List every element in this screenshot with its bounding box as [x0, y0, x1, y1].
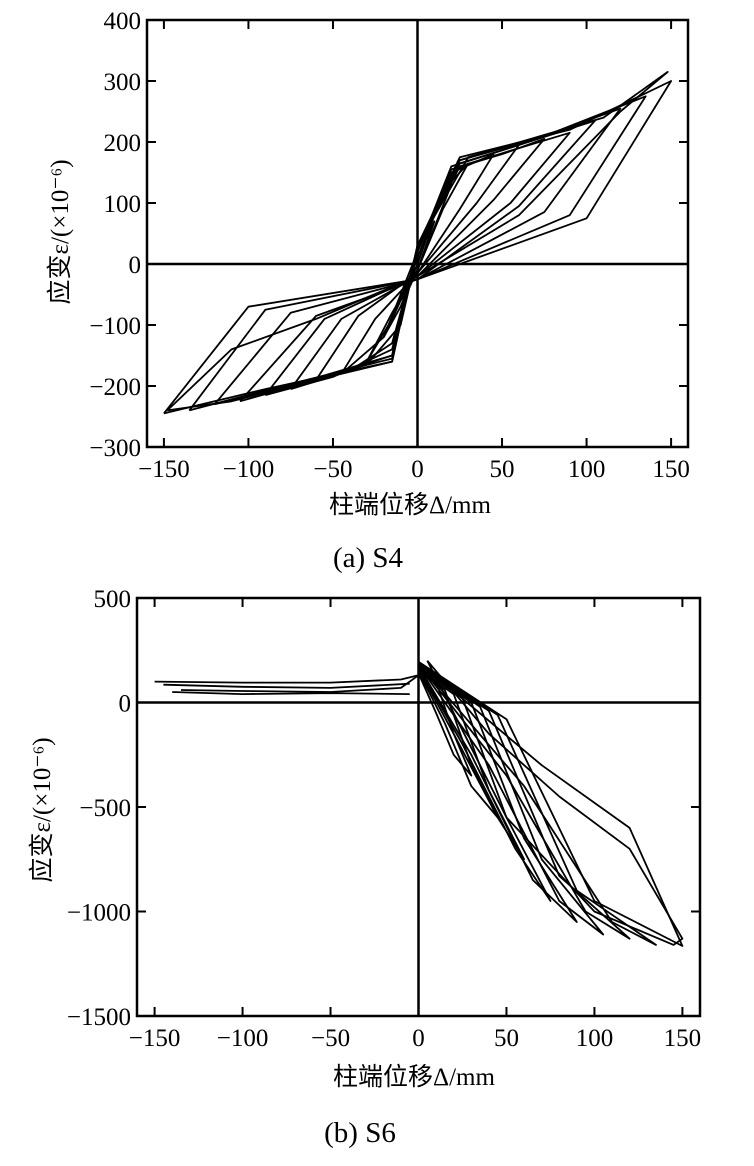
- x-tick-label: −50: [313, 456, 352, 483]
- x-tick-label: 150: [664, 1025, 702, 1052]
- y-ticks-group: −1500 −1000 −500 0 500: [67, 586, 700, 1031]
- y-tick-label: −1500: [67, 1004, 131, 1031]
- y-tick-label: −300: [89, 435, 141, 462]
- series-line-pos-loop-10: [426, 660, 684, 946]
- y-tick-label: 400: [104, 8, 142, 35]
- y-tick-label: 200: [104, 130, 142, 157]
- series-line-neg-band-4: [172, 691, 410, 695]
- x-ticks-group: −150 −100 −50 0 50 100 150: [138, 20, 690, 483]
- y-tick-label: 500: [94, 586, 132, 613]
- x-axis-title: 柱端位移Δ/mm: [333, 1063, 495, 1091]
- y-tick-label: −100: [89, 313, 141, 340]
- y-tick-label: −200: [89, 374, 141, 401]
- y-ticks-group: −300 −200 −100 0 100 200 300 400: [89, 8, 688, 462]
- series-line-pos-loop-3: [417, 668, 525, 861]
- series-line-pos-loop-8: [417, 662, 657, 946]
- x-tick-label: 0: [411, 456, 424, 483]
- chart-panel-b: −150 −100 −50 0 50 100 150 −1500−1000−5000500 …: [28, 586, 702, 1149]
- x-tick-label: 100: [576, 1025, 614, 1052]
- x-ticks-group: −150 −100 −50 0 50 100 150: [129, 598, 701, 1052]
- series-line-pos-loop-6: [417, 664, 605, 936]
- chart-panel-a: −150 −100 −50 0 50 100 150 −300 −200 −100 0 100 200…: [46, 8, 690, 574]
- curves-group: [163, 71, 672, 415]
- y-axis-title: 应变ε/(×10⁻⁶): [46, 159, 74, 304]
- x-tick-label: 50: [494, 1025, 519, 1052]
- series-line-neg-band-2: [180, 674, 420, 693]
- x-tick-label: 50: [490, 456, 515, 483]
- y-tick-label: −500: [79, 795, 131, 822]
- x-tick-label: −50: [311, 1025, 350, 1052]
- y-tick-label: 0: [119, 691, 132, 718]
- y-tick-label: 300: [104, 69, 142, 96]
- y-tick-label: 0: [129, 252, 142, 279]
- series-line-loop-4: [340, 153, 495, 375]
- panel-caption: (a) S4: [333, 542, 404, 574]
- panel-caption: (b) S6: [324, 1117, 396, 1149]
- series-line-loop-12: [166, 71, 669, 412]
- curves-group: [154, 660, 684, 947]
- x-tick-label: 100: [568, 456, 606, 483]
- x-tick-label: 150: [652, 456, 690, 483]
- x-tick-label: −150: [138, 456, 190, 483]
- x-axis-title: 柱端位移Δ/mm: [329, 491, 491, 519]
- x-tick-label: 0: [412, 1025, 425, 1052]
- series-line-neg-band-3: [163, 682, 410, 689]
- series-line-pos-loop-7: [417, 663, 631, 940]
- x-tick-label: −100: [223, 456, 275, 483]
- x-tick-label: −100: [217, 1025, 269, 1052]
- series-line-loop-11: [163, 80, 672, 415]
- y-tick-label: 100: [104, 191, 142, 218]
- y-axis-title: 应变ε/(×10⁻⁶): [28, 737, 56, 882]
- y-tick-label: −1000: [67, 900, 131, 927]
- series-line-pos-loop-9: [417, 660, 684, 947]
- series-line-neg-band-1: [154, 674, 419, 684]
- x-tick-label: −150: [129, 1025, 181, 1052]
